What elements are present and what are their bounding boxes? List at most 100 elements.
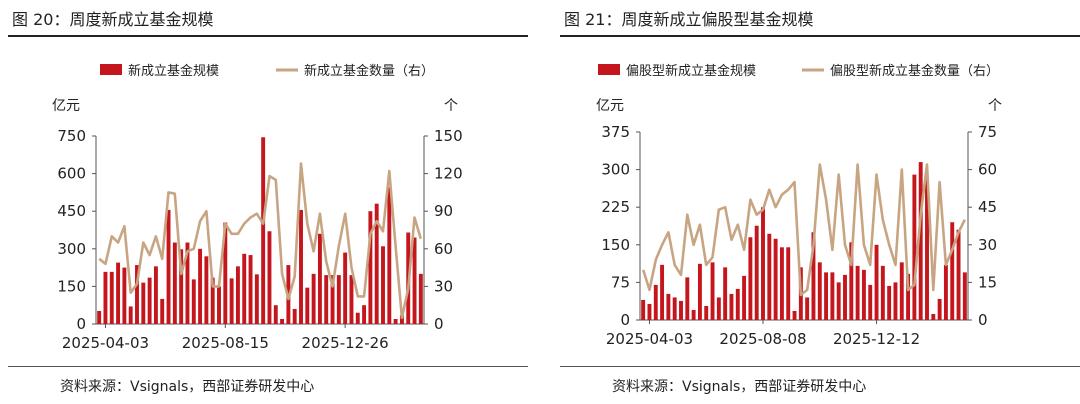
bar xyxy=(229,278,234,324)
bar xyxy=(305,287,310,324)
source-note: 资料来源：Vsignals，西部证券研发中心 xyxy=(60,379,315,395)
bar xyxy=(368,211,373,324)
bar xyxy=(336,275,341,324)
bar xyxy=(387,187,392,324)
figure-title: 图 21：周度新成立偏股型基金规模 xyxy=(564,10,814,29)
bar xyxy=(773,238,778,320)
bar xyxy=(748,237,753,320)
bar xyxy=(735,288,740,320)
bar xyxy=(931,313,936,320)
right-tick-label: 45 xyxy=(978,198,997,216)
bar xyxy=(647,303,652,320)
left-axis-unit: 亿元 xyxy=(596,98,624,114)
bar xyxy=(937,298,942,320)
bar xyxy=(381,246,385,324)
bar xyxy=(267,231,272,324)
bar xyxy=(280,318,285,324)
bar xyxy=(861,269,866,320)
bar xyxy=(956,229,961,320)
bar xyxy=(242,253,247,324)
bar xyxy=(311,273,316,324)
source-note: 资料来源：Vsignals，西部证券研发中心 xyxy=(612,379,867,395)
legend: 偏股型新成立基金规模 偏股型新成立基金数量（右） xyxy=(598,63,999,79)
bar xyxy=(254,274,259,324)
left-tick-label: 375 xyxy=(601,123,630,141)
bar xyxy=(672,297,677,320)
bar xyxy=(191,279,196,324)
x-tick-label: 2025-08-08 xyxy=(719,330,806,348)
bar xyxy=(141,282,146,324)
bar xyxy=(317,233,322,324)
bar xyxy=(761,207,765,320)
figure-title: 图 20：周度新成立基金规模 xyxy=(12,10,214,29)
bar xyxy=(817,262,822,320)
bar xyxy=(324,275,329,324)
bar xyxy=(666,293,671,320)
bar xyxy=(122,267,127,324)
bar xyxy=(660,264,665,320)
left-tick-label: 75 xyxy=(611,273,630,291)
bar xyxy=(697,263,702,320)
legend-bar-swatch xyxy=(598,64,620,75)
count-line xyxy=(98,162,423,320)
bar xyxy=(716,297,721,320)
right-tick-label: 90 xyxy=(434,202,453,220)
chart-fund-size: 新成立基金规模 新成立基金数量（右）亿元 个75060045030015001501… xyxy=(52,63,463,352)
count-line xyxy=(641,163,966,297)
legend: 新成立基金规模 新成立基金数量（右） xyxy=(100,63,434,79)
right-tick-label: 60 xyxy=(434,240,453,258)
bar xyxy=(109,271,114,324)
left-tick-label: 150 xyxy=(57,277,86,295)
left-tick-label: 750 xyxy=(57,127,86,145)
legend-bar-label: 偏股型新成立基金规模 xyxy=(626,63,756,79)
left-tick-label: 300 xyxy=(57,240,86,258)
right-tick-label: 120 xyxy=(434,165,463,183)
source-rule xyxy=(8,366,528,367)
bar xyxy=(103,271,108,324)
bar xyxy=(349,275,354,324)
bar xyxy=(641,299,646,320)
bar xyxy=(729,293,734,320)
bar xyxy=(210,277,215,324)
bar xyxy=(893,282,898,320)
left-tick-label: 600 xyxy=(57,165,86,183)
bar xyxy=(204,256,209,324)
bar xyxy=(223,222,228,324)
bar xyxy=(912,174,917,320)
bar xyxy=(355,312,360,324)
x-tick-label: 2025-12-26 xyxy=(302,334,389,352)
bar xyxy=(153,266,158,324)
bar xyxy=(685,277,690,320)
bar xyxy=(412,237,417,324)
right-tick-label: 15 xyxy=(978,273,997,291)
right-tick-label: 0 xyxy=(434,315,444,333)
bar xyxy=(710,262,715,320)
left-tick-label: 450 xyxy=(57,202,86,220)
right-tick-label: 60 xyxy=(978,161,997,179)
bar xyxy=(374,203,379,324)
bar xyxy=(874,244,879,320)
right-tick-label: 150 xyxy=(434,127,463,145)
left-tick-label: 0 xyxy=(620,311,630,329)
source-rule xyxy=(560,366,1080,367)
bar xyxy=(855,265,860,320)
bar xyxy=(399,315,404,324)
bar xyxy=(918,162,923,320)
bar xyxy=(754,225,759,320)
bar xyxy=(653,284,658,320)
bar xyxy=(824,272,829,320)
right-tick-label: 75 xyxy=(978,123,997,141)
bar xyxy=(906,273,911,320)
bar xyxy=(343,252,348,324)
bar xyxy=(887,285,892,320)
bar xyxy=(811,232,816,320)
bar xyxy=(292,308,297,324)
bar xyxy=(779,247,784,320)
bar xyxy=(849,242,854,320)
x-tick-label: 2025-12-12 xyxy=(833,330,920,348)
left-tick-label: 0 xyxy=(76,315,86,333)
x-tick-label: 2025-04-03 xyxy=(62,334,149,352)
bar xyxy=(792,310,797,320)
bar xyxy=(179,249,184,324)
bar xyxy=(198,248,203,324)
